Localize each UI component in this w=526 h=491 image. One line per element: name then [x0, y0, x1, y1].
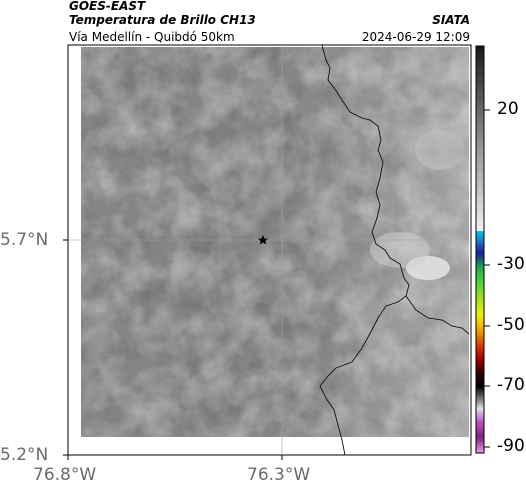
- colorbar-tick-label: -90: [497, 436, 525, 456]
- brightness-temperature-image: [81, 47, 469, 437]
- colorbar-gray-segment: [476, 46, 484, 231]
- colorbar-tick-label: -50: [497, 315, 525, 335]
- product-title: Temperatura de Brillo CH13: [69, 13, 256, 27]
- colorbar-tick-label: -70: [497, 375, 525, 395]
- colorbar-tick-label: 20: [497, 99, 519, 119]
- secondary-boundary: [405, 295, 470, 335]
- department-boundary: [319, 44, 410, 456]
- lat-tick-label: 5.7°N: [0, 230, 49, 250]
- satellite-title: GOES-EAST: [69, 0, 146, 13]
- timestamp: 2024-06-29 12:09: [361, 30, 470, 44]
- colorbar-color-segment: [476, 231, 484, 453]
- brand-label: SIATA: [432, 13, 470, 27]
- route-subtitle: Vía Medellín - Quibdó 50km: [69, 30, 235, 44]
- star-marker: [258, 235, 268, 245]
- colorbar-tick-label: -30: [497, 254, 525, 274]
- lat-tick-label: 5.2°N: [0, 445, 49, 465]
- lon-tick-label: 76.8°W: [33, 465, 97, 485]
- lon-tick-label: 76.3°W: [247, 465, 311, 485]
